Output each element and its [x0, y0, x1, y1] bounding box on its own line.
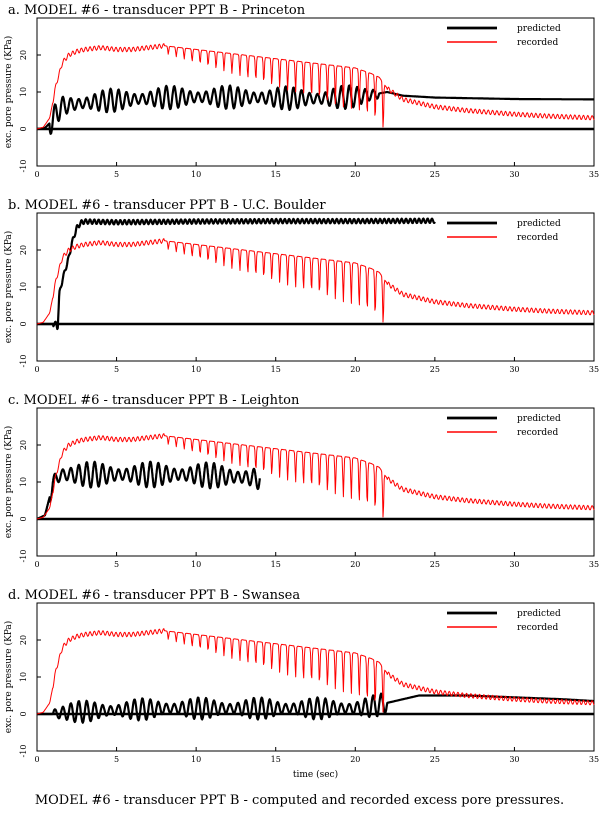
y-tick-label: 10 [19, 282, 28, 292]
x-tick-label: 15 [271, 755, 281, 764]
legend-label-predicted: predicted [517, 609, 561, 619]
x-tick-label: 25 [430, 560, 440, 569]
y-tick-label: 0 [19, 516, 28, 521]
x-tick-label: 25 [430, 170, 440, 179]
series-line-predicted [36, 84, 595, 135]
plot-frame [36, 17, 595, 167]
x-tick-label: 10 [191, 560, 201, 569]
x-tick-label: 35 [589, 365, 599, 374]
x-tick-label: 15 [271, 170, 281, 179]
y-tick-label: -10 [19, 355, 28, 368]
x-tick-label: 30 [509, 755, 519, 764]
y-tick-label: -10 [19, 550, 28, 563]
y-tick-label: 20 [19, 440, 28, 450]
y-tick-label: 10 [19, 672, 28, 682]
y-axis-label: exc. pore pressure (KPa) [3, 36, 14, 149]
legend-label-recorded: recorded [517, 233, 558, 243]
x-tick-label: 30 [509, 365, 519, 374]
series-line-recorded [36, 433, 595, 520]
x-tick-label: 5 [114, 365, 119, 374]
x-tick-label: 20 [350, 170, 360, 179]
legend-label-predicted: predicted [517, 414, 561, 424]
x-tick-label: 0 [34, 755, 39, 764]
x-tick-label: 35 [589, 560, 599, 569]
plot-frame [36, 212, 595, 362]
x-tick-label: 20 [350, 755, 360, 764]
x-tick-label: 0 [34, 365, 39, 374]
x-tick-label: 30 [509, 170, 519, 179]
chart-panel-3: c. MODEL #6 - transducer PPT B - Leighto… [3, 393, 599, 569]
x-tick-label: 20 [350, 365, 360, 374]
x-tick-label: 15 [271, 365, 281, 374]
y-tick-label: -10 [19, 745, 28, 758]
x-tick-label: 5 [114, 560, 119, 569]
plot-frame [36, 407, 595, 557]
x-tick-label: 20 [350, 560, 360, 569]
x-tick-label: 10 [191, 365, 201, 374]
y-tick-label: 20 [19, 635, 28, 645]
y-tick-label: 10 [19, 87, 28, 97]
x-tick-label: 0 [34, 170, 39, 179]
legend-label-predicted: predicted [517, 219, 561, 229]
y-tick-label: -10 [19, 160, 28, 173]
y-axis-label: exc. pore pressure (KPa) [3, 621, 14, 734]
y-tick-label: 10 [19, 477, 28, 487]
series-line-predicted [36, 460, 261, 520]
legend-label-recorded: recorded [517, 428, 558, 438]
legend-label-predicted: predicted [517, 24, 561, 34]
x-tick-label: 0 [34, 560, 39, 569]
y-axis-label: exc. pore pressure (KPa) [3, 426, 14, 539]
x-tick-label: 5 [114, 170, 119, 179]
series-line-recorded [36, 628, 595, 715]
x-tick-label: 15 [271, 560, 281, 569]
x-tick-label: 10 [191, 755, 201, 764]
x-tick-label: 35 [589, 170, 599, 179]
x-tick-label: 5 [114, 755, 119, 764]
panel-title: a. MODEL #6 - transducer PPT B - Princet… [8, 3, 306, 18]
series-line-recorded [36, 238, 595, 325]
y-tick-label: 0 [19, 126, 28, 131]
series-line-recorded [36, 43, 595, 130]
x-tick-label: 25 [430, 755, 440, 764]
x-tick-label: 10 [191, 170, 201, 179]
x-axis-label: time (sec) [293, 769, 338, 780]
y-axis-label: exc. pore pressure (KPa) [3, 231, 14, 344]
legend-label-recorded: recorded [517, 623, 558, 633]
series-line-predicted [36, 217, 436, 331]
y-tick-label: 0 [19, 711, 28, 716]
chart-panel-4: d. MODEL #6 - transducer PPT B - Swansea… [3, 588, 599, 780]
plot-frame [36, 602, 595, 752]
y-tick-label: 0 [19, 321, 28, 326]
legend-label-recorded: recorded [517, 38, 558, 48]
figure-caption: MODEL #6 - transducer PPT B - computed a… [34, 793, 565, 808]
chart-panel-1: a. MODEL #6 - transducer PPT B - Princet… [3, 3, 599, 179]
panel-title: c. MODEL #6 - transducer PPT B - Leighto… [8, 393, 300, 408]
panel-title: d. MODEL #6 - transducer PPT B - Swansea [8, 588, 300, 603]
y-tick-label: 20 [19, 245, 28, 255]
x-tick-label: 30 [509, 560, 519, 569]
chart-panel-2: b. MODEL #6 - transducer PPT B - U.C. Bo… [3, 198, 599, 374]
y-tick-label: 20 [19, 50, 28, 60]
x-tick-label: 25 [430, 365, 440, 374]
panel-title: b. MODEL #6 - transducer PPT B - U.C. Bo… [8, 198, 326, 213]
x-tick-label: 35 [589, 755, 599, 764]
